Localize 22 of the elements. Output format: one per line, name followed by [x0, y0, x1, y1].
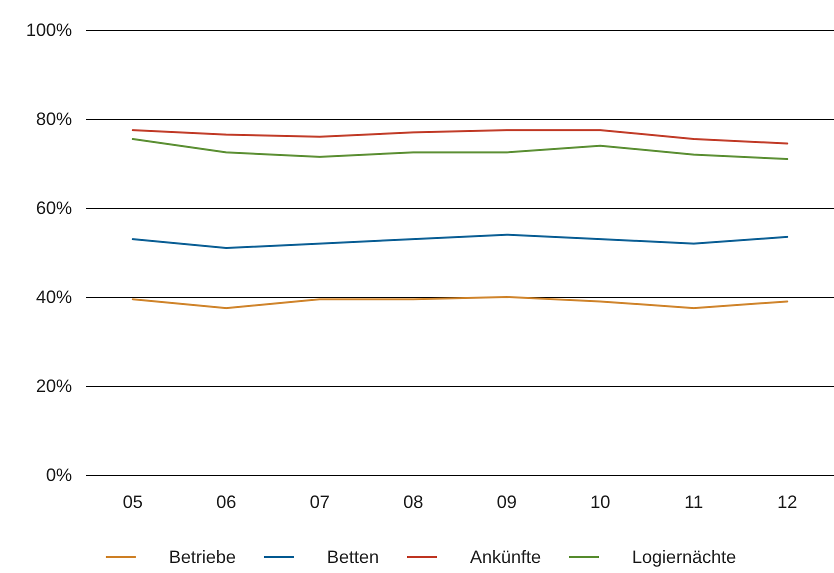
- y-tick-label: 100%: [26, 20, 72, 40]
- x-tick-label: 12: [777, 492, 798, 512]
- legend-label: Betten: [326, 547, 379, 567]
- line-series: [132, 138, 788, 160]
- x-tick-label: 07: [310, 492, 330, 512]
- y-tick-label: 80%: [36, 109, 72, 129]
- y-tick-label: 40%: [36, 287, 72, 307]
- x-tick-label: 08: [403, 492, 424, 512]
- y-tick-label: 20%: [36, 376, 72, 396]
- x-tick-label: 11: [684, 492, 704, 512]
- y-tick-label: 60%: [36, 198, 72, 218]
- x-tick-label: 06: [216, 492, 236, 512]
- line-series: [132, 296, 788, 310]
- y-tick-label: 0%: [46, 465, 72, 485]
- legend-label: Ankünfte: [470, 547, 542, 567]
- legend-label: Betriebe: [168, 547, 236, 567]
- line-series: [132, 234, 788, 250]
- x-tick-label: 05: [122, 492, 143, 512]
- x-tick-label: 10: [590, 492, 610, 512]
- line-series: [132, 129, 788, 144]
- x-tick-label: 09: [496, 492, 517, 512]
- legend-label: Logiernächte: [632, 547, 736, 567]
